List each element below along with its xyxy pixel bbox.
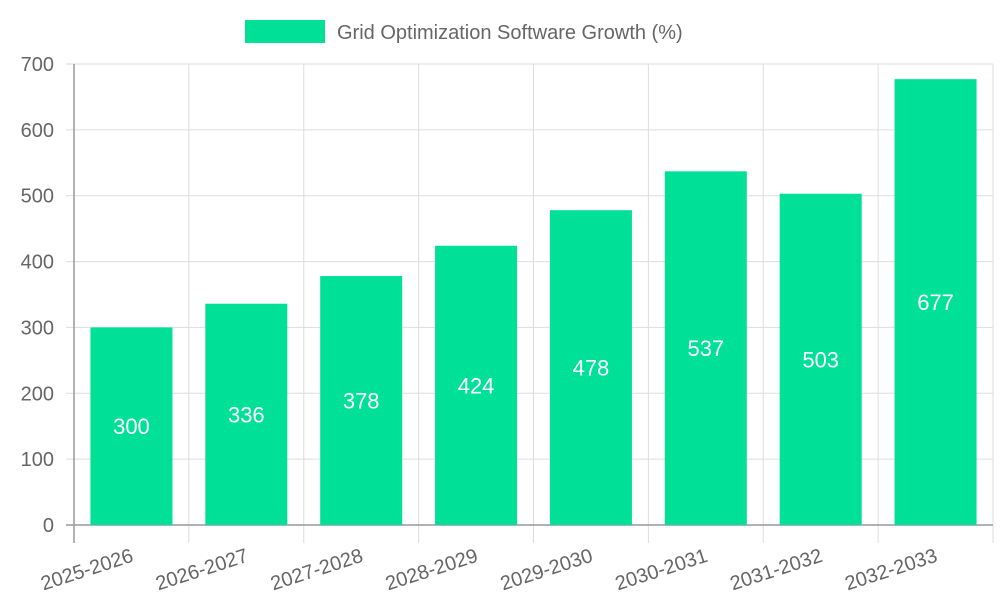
y-axis-tick-labels: 0 100 200 300 400 500 600 700 <box>21 54 54 537</box>
y-tick-label: 700 <box>21 54 54 76</box>
bar-value-label: 378 <box>343 389 380 414</box>
bar-value-label: 677 <box>917 290 954 315</box>
legend-swatch <box>245 20 325 43</box>
bar[interactable] <box>894 79 977 525</box>
bar-value-label: 503 <box>802 347 839 372</box>
bar[interactable] <box>435 245 518 525</box>
y-tick-label: 0 <box>43 515 54 537</box>
bar[interactable] <box>779 193 862 525</box>
bar-value-label: 424 <box>458 373 495 398</box>
bar[interactable] <box>664 171 747 525</box>
x-tick-label: 2025-2026 <box>38 545 136 595</box>
x-tick-label: 2032-2033 <box>842 545 940 595</box>
y-tick-label: 200 <box>21 383 54 405</box>
bar-value-label: 300 <box>113 414 150 439</box>
y-tick-label: 400 <box>21 252 54 274</box>
bars <box>90 79 977 525</box>
x-tick-label: 2030-2031 <box>613 545 711 595</box>
y-tick-label: 600 <box>21 120 54 142</box>
bar[interactable] <box>205 303 288 525</box>
x-axis-tick-labels: 2025-2026 2026-2027 2027-2028 2028-2029 2029… <box>38 545 940 595</box>
y-tick-label: 500 <box>21 186 54 208</box>
bar-value-label: 478 <box>573 356 610 381</box>
legend[interactable]: Grid Optimization Software Growth (%) <box>245 20 683 44</box>
y-tick-label: 100 <box>21 449 54 471</box>
data-labels: 300 336 378 424 478 537 503 677 <box>113 290 954 439</box>
bar[interactable] <box>320 276 403 525</box>
bar[interactable] <box>90 327 173 525</box>
x-tick-label: 2031-2032 <box>727 545 825 595</box>
bar-value-label: 537 <box>687 336 724 361</box>
x-tick-label: 2029-2030 <box>498 545 596 595</box>
legend-label: Grid Optimization Software Growth (%) <box>337 22 683 44</box>
x-tick-label: 2027-2028 <box>268 545 366 595</box>
x-tick-label: 2026-2027 <box>153 545 251 595</box>
bar-value-label: 336 <box>228 402 265 427</box>
x-tick-label: 2028-2029 <box>383 545 481 595</box>
y-tick-label: 300 <box>21 317 54 339</box>
bar[interactable] <box>549 210 632 525</box>
